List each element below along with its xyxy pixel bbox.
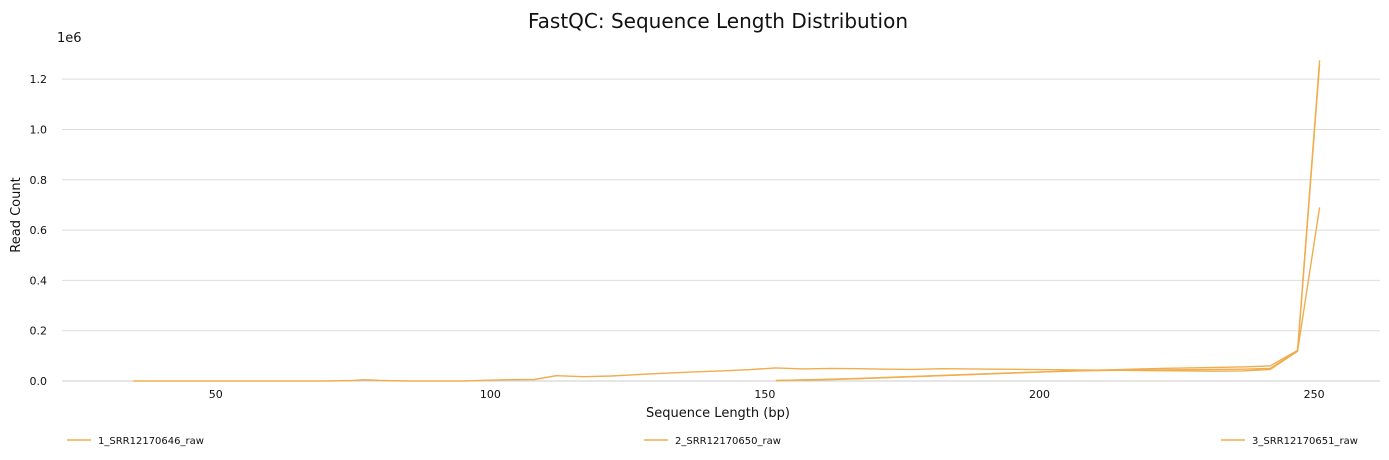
x-tick-labels: 50 100 150 200 250 bbox=[209, 388, 1325, 401]
y-tick-labels: 0.0 0.2 0.4 0.6 0.8 1.0 1.2 bbox=[30, 73, 48, 388]
x-axis-label: Sequence Length (bp) bbox=[646, 406, 790, 421]
y-tick-label: 0.2 bbox=[30, 325, 48, 338]
legend-label: 2_SRR12170650_raw bbox=[675, 436, 781, 447]
x-tick-label: 100 bbox=[480, 388, 501, 401]
legend-item: 3_SRR12170651_raw bbox=[1221, 436, 1358, 447]
series-line bbox=[133, 64, 1319, 381]
y-tick-label: 0.0 bbox=[30, 375, 48, 388]
x-tick-label: 150 bbox=[754, 388, 775, 401]
y-tick-label: 0.4 bbox=[30, 274, 48, 287]
chart-title: FastQC: Sequence Length Distribution bbox=[528, 9, 908, 33]
series-lines bbox=[133, 60, 1319, 381]
legend-item: 1_SRR12170646_raw bbox=[67, 436, 204, 447]
series-line bbox=[776, 60, 1320, 380]
legend: 1_SRR12170646_raw 2_SRR12170650_raw 3_SRR1… bbox=[67, 436, 1358, 447]
series-line bbox=[776, 207, 1320, 380]
y-tick-label: 0.8 bbox=[30, 174, 48, 187]
y-tick-label: 1.2 bbox=[30, 73, 48, 86]
legend-label: 3_SRR12170651_raw bbox=[1252, 436, 1358, 447]
y-tick-label: 1.0 bbox=[30, 123, 48, 136]
y-multiplier-label: 1e6 bbox=[57, 31, 82, 46]
x-tick-label: 50 bbox=[209, 388, 223, 401]
gridlines bbox=[62, 79, 1380, 331]
legend-label: 1_SRR12170646_raw bbox=[98, 436, 204, 447]
y-tick-label: 0.6 bbox=[30, 224, 48, 237]
x-tick-label: 250 bbox=[1304, 388, 1325, 401]
y-axis-label: Read Count bbox=[9, 177, 24, 252]
x-tick-label: 200 bbox=[1029, 388, 1050, 401]
legend-item: 2_SRR12170650_raw bbox=[644, 436, 781, 447]
